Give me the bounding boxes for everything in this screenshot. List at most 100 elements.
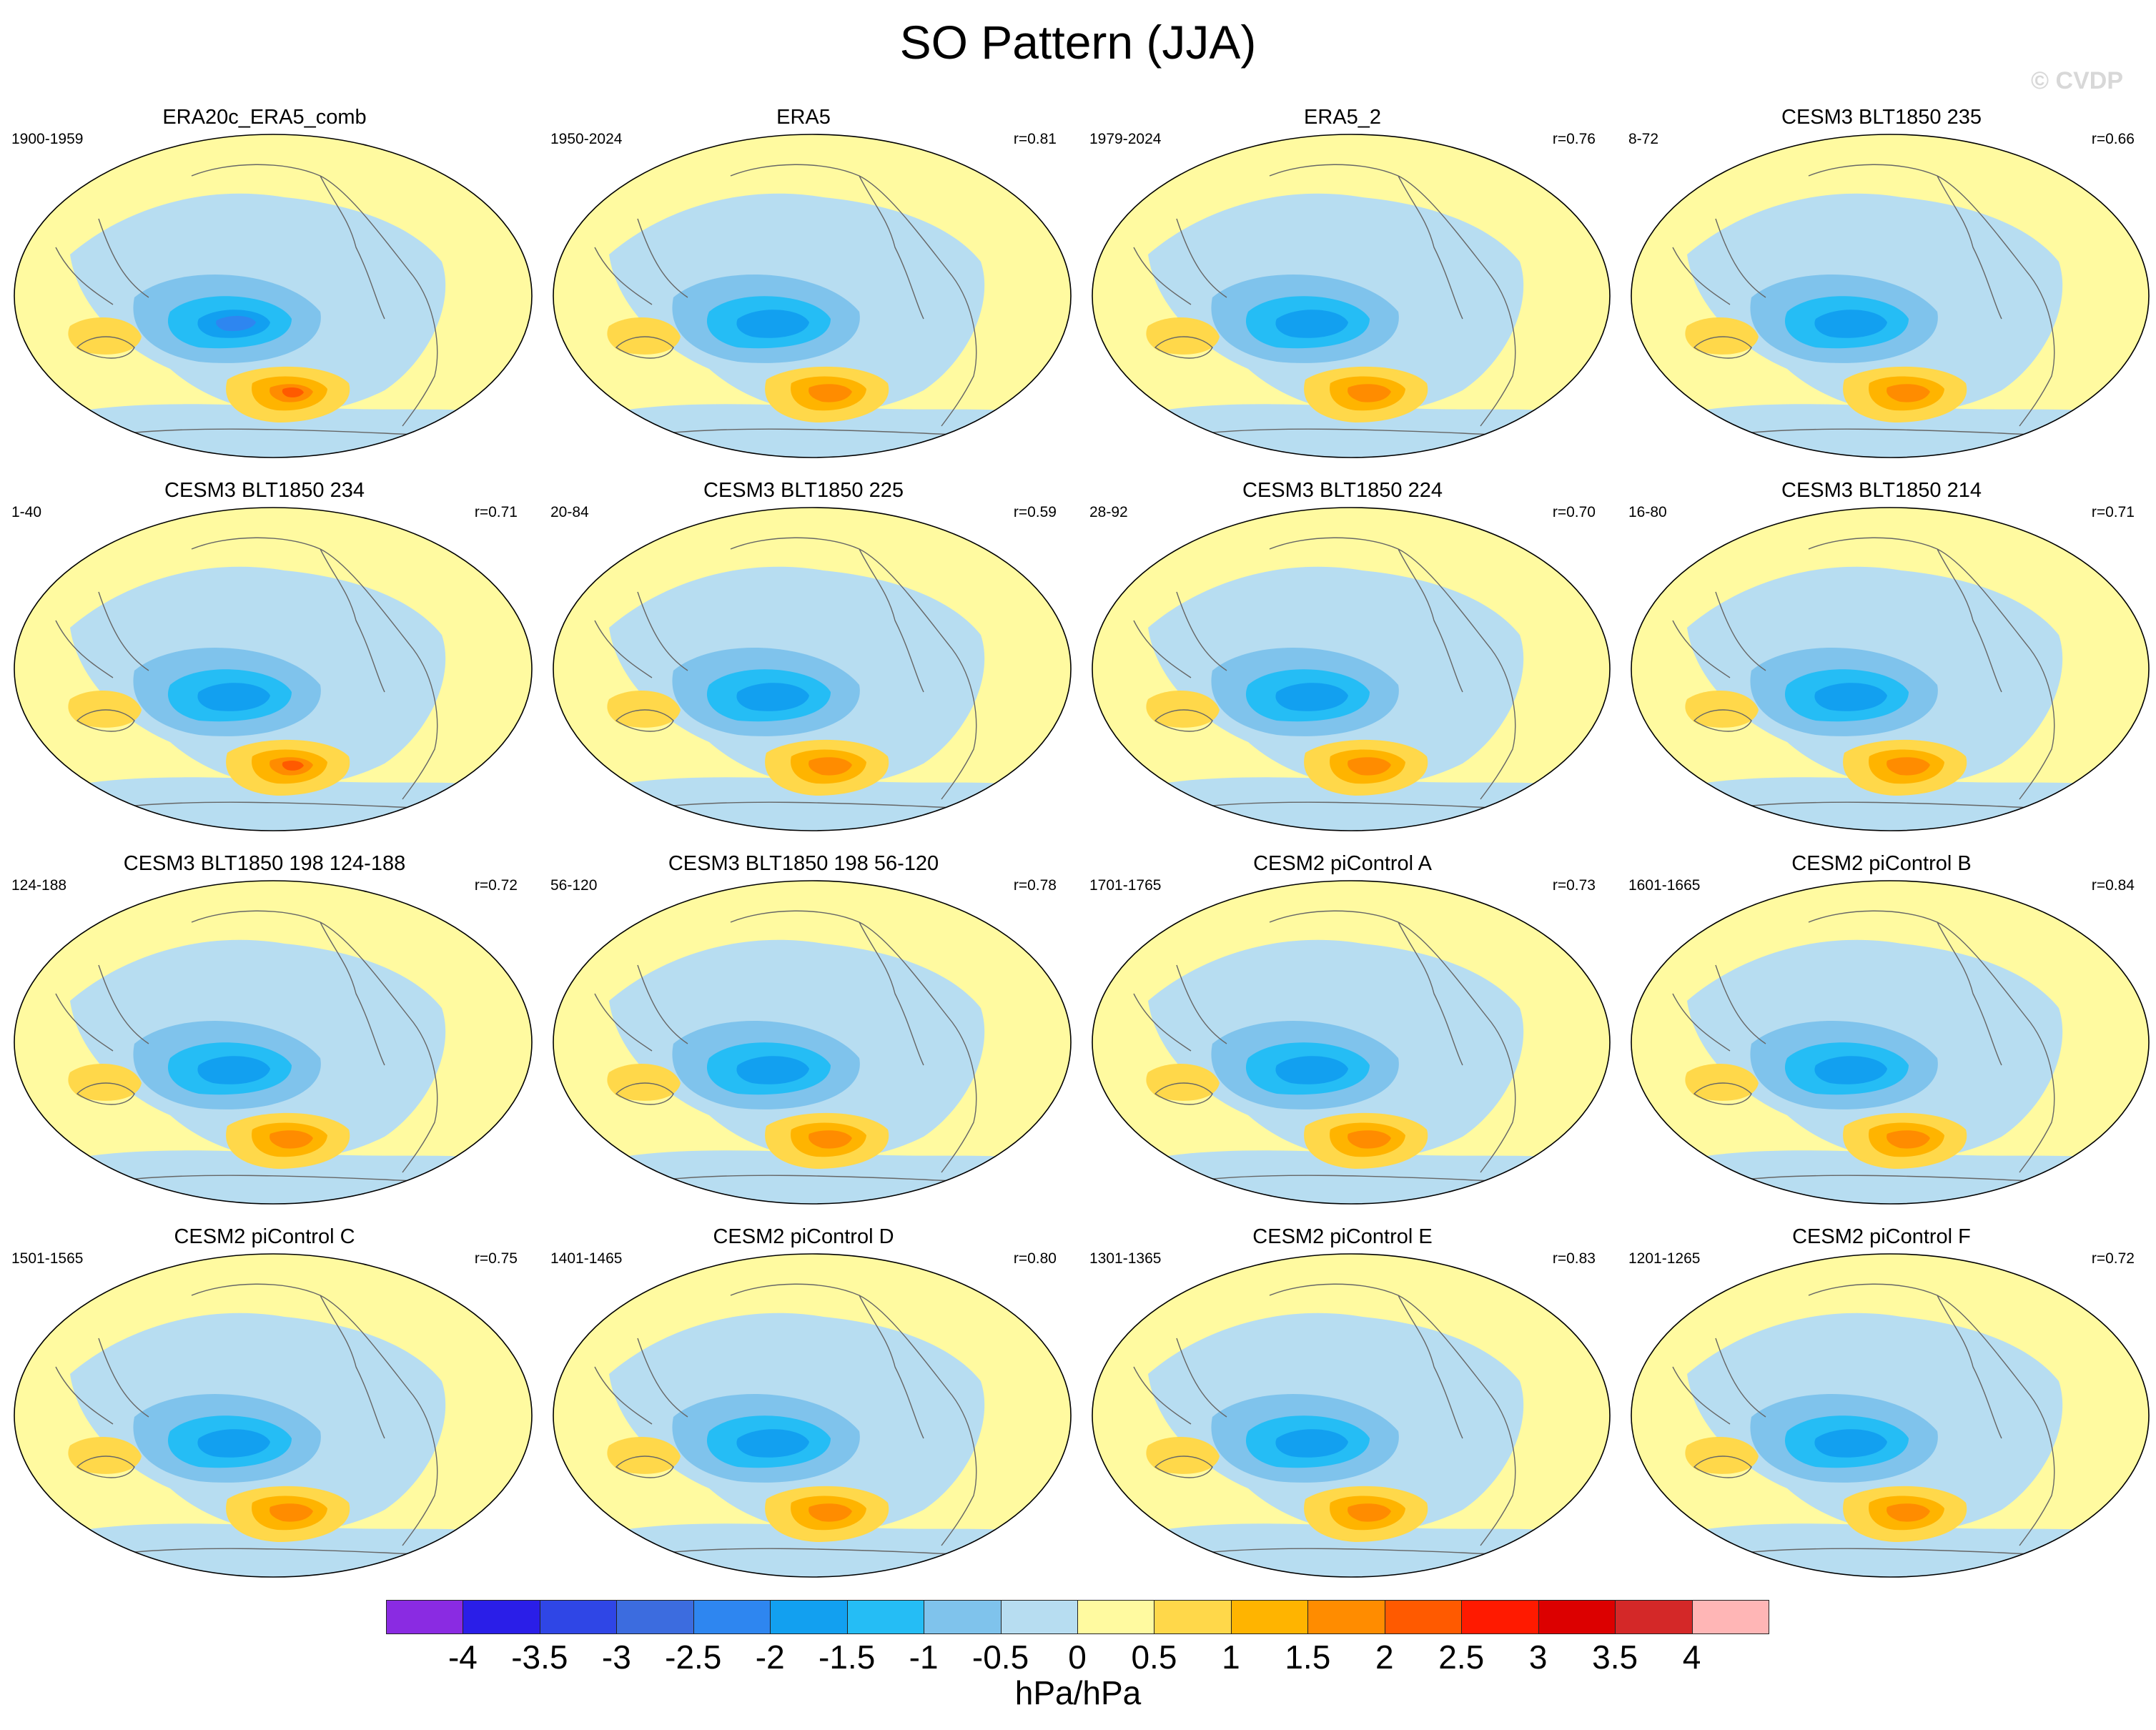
panel-correlation: r=0.70 xyxy=(1552,504,1596,520)
map-panel: CESM3 BLT1850 214 16-80 r=0.71 xyxy=(1617,478,2150,844)
colorbar-swatch xyxy=(1000,1600,1078,1634)
positive-contour-3 xyxy=(1348,1130,1391,1149)
so-pattern-map xyxy=(14,880,533,1205)
negative-contour-3 xyxy=(1814,1429,1887,1458)
positive-contour-3 xyxy=(1886,1130,1930,1149)
negative-contour-3 xyxy=(1275,1429,1348,1458)
indian-positive-region xyxy=(607,317,681,355)
positive-contour-3 xyxy=(1348,757,1391,776)
coastline xyxy=(1672,910,2131,1187)
coastline xyxy=(1133,164,1592,441)
negative-contour-3 xyxy=(197,683,270,711)
colorbar-tick-label: -2.5 xyxy=(665,1638,722,1676)
colorbar-tick-label: 3 xyxy=(1528,1638,1548,1676)
positive-contour-3 xyxy=(808,384,852,402)
negative-contour-3 xyxy=(736,310,809,338)
indian-positive-region xyxy=(68,317,142,355)
positive-core xyxy=(282,387,304,397)
panel-correlation: r=0.71 xyxy=(474,504,518,520)
panel-years: 1201-1265 xyxy=(1628,1250,1701,1267)
map-border xyxy=(1092,1253,1611,1578)
positive-contour-3 xyxy=(270,1130,313,1149)
colorbar-swatch xyxy=(616,1600,694,1634)
panel-title: CESM2 piControl A xyxy=(1253,852,1432,875)
indian-positive-region xyxy=(1685,317,1759,355)
panel-title: CESM3 BLT1850 234 xyxy=(164,479,365,502)
panel-years: 1601-1665 xyxy=(1628,877,1701,894)
coastline xyxy=(1133,910,1592,1187)
indian-positive-region xyxy=(1685,1437,1759,1474)
map-panel: CESM2 piControl C 1501-1565 r=0.75 xyxy=(0,1224,533,1590)
panel-title: CESM2 piControl F xyxy=(1792,1225,1971,1248)
coastline xyxy=(1133,1283,1592,1561)
panel-title: ERA20c_ERA5_comb xyxy=(162,106,367,129)
positive-contour-3 xyxy=(808,1503,852,1522)
so-pattern-map xyxy=(1631,134,2150,458)
map-border xyxy=(1631,134,2150,458)
coastline xyxy=(594,537,1053,814)
map-border xyxy=(14,507,533,831)
positive-contour-3 xyxy=(808,757,852,776)
coastline xyxy=(1133,537,1592,814)
panel-years: 16-80 xyxy=(1628,504,1667,520)
panel-years: 1950-2024 xyxy=(550,131,623,147)
colorbar-tick-label: -3 xyxy=(601,1638,631,1676)
so-pattern-map xyxy=(14,507,533,831)
panel-years: 1501-1565 xyxy=(11,1250,84,1267)
so-pattern-map xyxy=(553,1253,1072,1578)
cvdp-watermark: © CVDP xyxy=(2031,67,2123,94)
map-panel: CESM2 piControl E 1301-1365 r=0.83 xyxy=(1078,1224,1611,1590)
coastline xyxy=(594,1283,1053,1561)
so-pattern-map xyxy=(1631,880,2150,1205)
map-border xyxy=(1092,507,1611,831)
map-panel: ERA5_2 1979-2024 r=0.76 xyxy=(1078,104,1611,470)
positive-contour-3 xyxy=(270,1503,313,1522)
panel-title: CESM2 piControl B xyxy=(1791,852,1972,875)
indian-positive-region xyxy=(68,1437,142,1474)
indian-positive-region xyxy=(1146,1437,1220,1474)
colorbar-swatch xyxy=(539,1600,618,1634)
positive-contour-3 xyxy=(1886,757,1930,776)
indian-positive-region xyxy=(1146,1064,1220,1101)
panel-correlation: r=0.83 xyxy=(1552,1250,1596,1267)
negative-contour-3 xyxy=(1814,310,1887,338)
coastline xyxy=(55,1283,514,1561)
colorbar-swatch xyxy=(1538,1600,1616,1634)
so-pattern-map xyxy=(1092,507,1611,831)
panel-years: 8-72 xyxy=(1628,131,1659,147)
panel-correlation: r=0.72 xyxy=(2091,1250,2135,1267)
map-panel: CESM3 BLT1850 198 124-188 124-188 r=0.72 xyxy=(0,851,533,1217)
panel-title: CESM3 BLT1850 224 xyxy=(1242,479,1443,502)
panel-title: ERA5 xyxy=(776,106,831,129)
panel-correlation: r=0.72 xyxy=(474,877,518,894)
colorbar-swatch xyxy=(924,1600,1002,1634)
positive-contour-3 xyxy=(1886,1503,1930,1522)
negative-contour-3 xyxy=(197,1429,270,1458)
negative-contour-3 xyxy=(736,1429,809,1458)
coastline xyxy=(1672,164,2131,441)
so-pattern-map xyxy=(1631,1253,2150,1578)
map-border xyxy=(1092,880,1611,1205)
panel-years: 56-120 xyxy=(550,877,598,894)
indian-positive-region xyxy=(607,1064,681,1101)
negative-contour-3 xyxy=(1275,1056,1348,1084)
so-pattern-map xyxy=(1631,507,2150,831)
colorbar-swatch xyxy=(1461,1600,1539,1634)
colorbar-swatch xyxy=(1307,1600,1385,1634)
coastline xyxy=(1672,1283,2131,1561)
negative-contour-3 xyxy=(736,683,809,711)
colorbar-swatch xyxy=(693,1600,771,1634)
negative-contour-3 xyxy=(1275,683,1348,711)
positive-contour-3 xyxy=(1348,384,1391,402)
so-pattern-map xyxy=(553,880,1072,1205)
negative-contour-3 xyxy=(736,1056,809,1084)
positive-contour-3 xyxy=(1348,1503,1391,1522)
coastline xyxy=(594,910,1053,1187)
indian-positive-region xyxy=(1685,1064,1759,1101)
map-panel: ERA20c_ERA5_comb 1900-1959 xyxy=(0,104,533,470)
panel-correlation: r=0.66 xyxy=(2091,131,2135,147)
colorbar-tick-label: 0.5 xyxy=(1131,1638,1177,1676)
colorbar-swatch xyxy=(1154,1600,1232,1634)
panel-title: ERA5_2 xyxy=(1303,106,1381,129)
indian-positive-region xyxy=(68,691,142,728)
